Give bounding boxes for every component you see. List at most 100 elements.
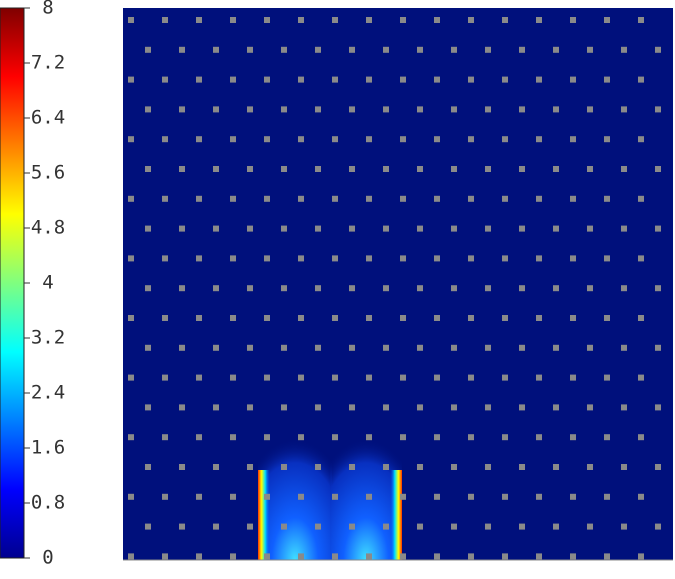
probe: [604, 493, 610, 500]
probe: [128, 315, 134, 321]
probe: [485, 523, 491, 530]
probe: [145, 464, 151, 470]
probe: [264, 315, 270, 321]
probe: [349, 464, 355, 470]
probe: [570, 255, 576, 262]
probe: [621, 166, 627, 172]
probe: [468, 76, 474, 83]
probe: [604, 17, 610, 23]
probe: [604, 255, 610, 262]
probe: [553, 106, 559, 113]
probe: [281, 106, 287, 113]
probe: [298, 553, 304, 560]
probe: [553, 344, 559, 351]
probe: [502, 434, 508, 441]
probe: [502, 374, 508, 381]
probe: [264, 136, 270, 143]
probe: [570, 374, 576, 381]
probe: [451, 344, 457, 351]
probe: [383, 46, 389, 53]
probe: [570, 553, 576, 560]
probe: [468, 315, 474, 321]
probe: [451, 285, 457, 292]
probe: [570, 17, 576, 23]
probe: [145, 404, 151, 411]
probe: [128, 434, 134, 441]
probe: [400, 17, 406, 23]
probe: [502, 17, 508, 23]
probe: [400, 76, 406, 83]
probe: [349, 404, 355, 411]
probe: [383, 225, 389, 232]
probe: [230, 553, 236, 560]
probe: [502, 255, 508, 262]
probe: [638, 434, 644, 441]
probe: [145, 523, 151, 530]
probe: [349, 106, 355, 113]
tick-label: 4: [42, 272, 53, 294]
probe: [502, 315, 508, 321]
probe: [332, 434, 338, 441]
probe: [264, 434, 270, 441]
probe: [349, 523, 355, 530]
probe: [570, 493, 576, 500]
probe: [519, 464, 525, 470]
probe: [434, 553, 440, 560]
probe: [570, 136, 576, 143]
tick-label: 8: [42, 0, 53, 19]
probe: [400, 315, 406, 321]
probe: [519, 225, 525, 232]
probe: [587, 106, 593, 113]
probe: [587, 464, 593, 470]
probe: [587, 285, 593, 292]
probe: [366, 255, 372, 262]
probe: [485, 106, 491, 113]
probe: [264, 553, 270, 560]
probe: [638, 195, 644, 202]
probe: [604, 136, 610, 143]
probe: [621, 46, 627, 53]
probe: [162, 553, 168, 560]
probe: [417, 106, 423, 113]
probe: [553, 285, 559, 292]
probe: [621, 404, 627, 411]
probe: [162, 374, 168, 381]
probe: [349, 285, 355, 292]
probe: [315, 225, 321, 232]
probe: [247, 523, 253, 530]
probe: [145, 225, 151, 232]
probe: [213, 225, 219, 232]
probe: [145, 285, 151, 292]
probe: [536, 493, 542, 500]
probe: [213, 404, 219, 411]
probe: [502, 76, 508, 83]
probe: [366, 17, 372, 23]
probe: [196, 136, 202, 143]
probe: [315, 46, 321, 53]
probe: [468, 255, 474, 262]
probe: [162, 493, 168, 500]
probe: [587, 344, 593, 351]
probe: [451, 404, 457, 411]
probe: [451, 523, 457, 530]
probe: [638, 374, 644, 381]
probe: [400, 434, 406, 441]
probe: [315, 106, 321, 113]
probe: [417, 344, 423, 351]
probe: [434, 136, 440, 143]
probe: [519, 523, 525, 530]
probe: [502, 195, 508, 202]
lobe: [258, 425, 332, 560]
probe: [230, 76, 236, 83]
probe: [400, 374, 406, 381]
probe: [349, 46, 355, 53]
probe: [128, 136, 134, 143]
probe: [128, 553, 134, 560]
probe: [502, 553, 508, 560]
probe: [400, 136, 406, 143]
probe: [485, 464, 491, 470]
probe: [332, 136, 338, 143]
probe: [434, 76, 440, 83]
edge: [390, 470, 402, 560]
probe: [400, 255, 406, 262]
